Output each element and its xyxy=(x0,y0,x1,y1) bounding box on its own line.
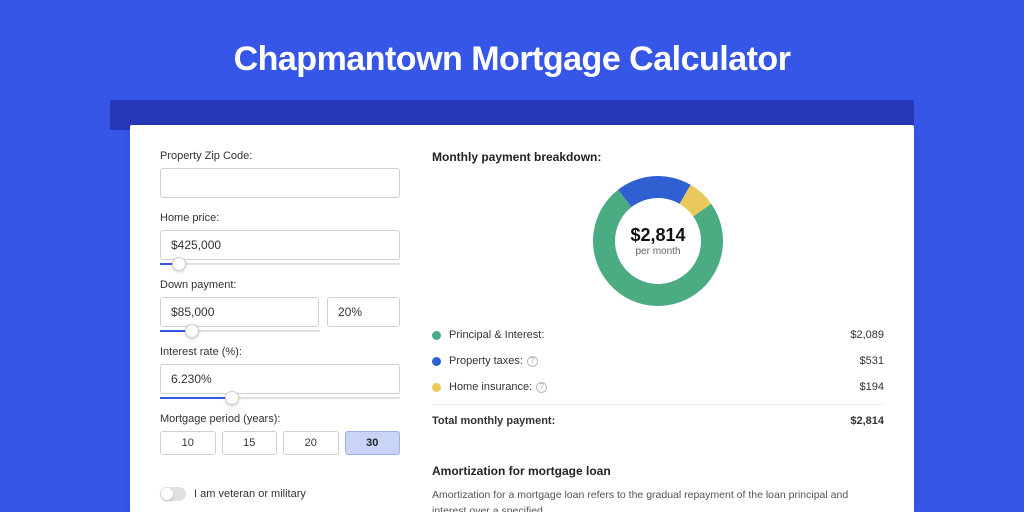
legend-row: Property taxes:?$531 xyxy=(432,348,884,374)
veteran-toggle[interactable] xyxy=(160,487,186,501)
info-icon[interactable]: ? xyxy=(536,382,547,393)
down-payment-slider-thumb[interactable] xyxy=(185,324,199,338)
home-price-slider-thumb[interactable] xyxy=(172,257,186,271)
veteran-label: I am veteran or military xyxy=(194,488,306,500)
down-payment-input[interactable] xyxy=(160,297,319,327)
home-price-group: Home price: xyxy=(160,212,400,265)
donut-per-month: per month xyxy=(635,246,680,257)
home-price-label: Home price: xyxy=(160,212,400,224)
calculator-card: Property Zip Code: Home price: Down paym… xyxy=(130,125,914,512)
legend-value: $194 xyxy=(860,381,884,393)
total-row: Total monthly payment: $2,814 xyxy=(432,404,884,434)
breakdown-title: Monthly payment breakdown: xyxy=(432,150,884,164)
legend-label: Home insurance:? xyxy=(449,381,860,393)
veteran-row: I am veteran or military xyxy=(160,487,400,501)
down-payment-label: Down payment: xyxy=(160,279,400,291)
interest-rate-slider[interactable] xyxy=(160,397,400,399)
period-btn-20[interactable]: 20 xyxy=(283,431,339,455)
legend-label: Principal & Interest: xyxy=(449,329,850,341)
period-label: Mortgage period (years): xyxy=(160,413,400,425)
interest-rate-slider-thumb[interactable] xyxy=(225,391,239,405)
form-column: Property Zip Code: Home price: Down paym… xyxy=(160,150,400,512)
amortization-text: Amortization for a mortgage loan refers … xyxy=(432,488,884,512)
period-group: Mortgage period (years): 10152030 xyxy=(160,413,400,455)
page-title: Chapmantown Mortgage Calculator xyxy=(0,0,1024,79)
legend-label: Property taxes:? xyxy=(449,355,860,367)
home-price-slider[interactable] xyxy=(160,263,400,265)
legend-value: $2,089 xyxy=(850,329,884,341)
donut-wrap: $2,814 per month xyxy=(432,176,884,306)
legend-dot-icon xyxy=(432,331,441,340)
legend-dot-icon xyxy=(432,383,441,392)
legend-value: $531 xyxy=(860,355,884,367)
zip-input[interactable] xyxy=(160,168,400,198)
legend-dot-icon xyxy=(432,357,441,366)
period-btn-10[interactable]: 10 xyxy=(160,431,216,455)
donut-chart: $2,814 per month xyxy=(593,176,723,306)
interest-rate-group: Interest rate (%): xyxy=(160,346,400,399)
donut-center: $2,814 per month xyxy=(593,176,723,306)
period-btn-30[interactable]: 30 xyxy=(345,431,401,455)
legend-row: Home insurance:?$194 xyxy=(432,374,884,400)
down-payment-group: Down payment: xyxy=(160,279,400,332)
zip-label: Property Zip Code: xyxy=(160,150,400,162)
period-btn-15[interactable]: 15 xyxy=(222,431,278,455)
down-payment-pct-input[interactable] xyxy=(327,297,400,327)
donut-amount: $2,814 xyxy=(630,225,685,246)
zip-field-group: Property Zip Code: xyxy=(160,150,400,198)
down-payment-slider[interactable] xyxy=(160,330,320,332)
interest-rate-label: Interest rate (%): xyxy=(160,346,400,358)
legend-row: Principal & Interest:$2,089 xyxy=(432,322,884,348)
amortization-title: Amortization for mortgage loan xyxy=(432,464,884,478)
total-value: $2,814 xyxy=(850,415,884,427)
home-price-input[interactable] xyxy=(160,230,400,260)
total-label: Total monthly payment: xyxy=(432,415,850,427)
breakdown-column: Monthly payment breakdown: $2,814 per mo… xyxy=(432,150,884,512)
info-icon[interactable]: ? xyxy=(527,356,538,367)
interest-rate-input[interactable] xyxy=(160,364,400,394)
